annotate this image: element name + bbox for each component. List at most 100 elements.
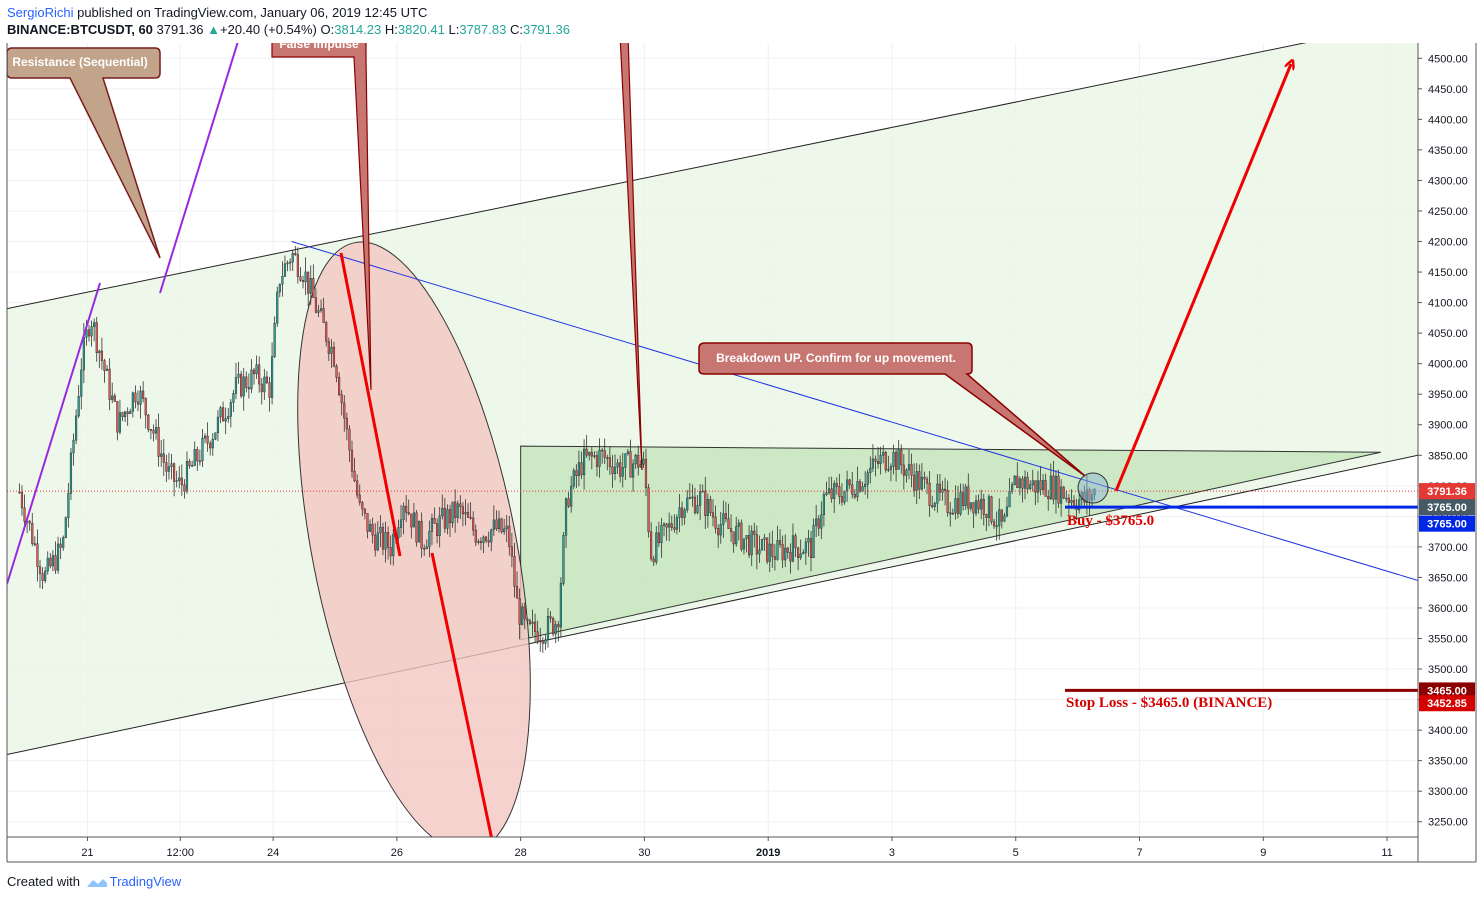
candle-body [954,498,957,514]
candle-body [920,476,923,490]
candle-body [998,509,1001,527]
candle-body [62,537,65,548]
candle-body [291,253,294,263]
candle-body [750,530,753,556]
candle-body [753,530,756,535]
price-tag-label: 3791.36 [1427,486,1467,498]
red-decline-line-1 [339,252,402,557]
candle-body [54,555,57,571]
candle-body [410,513,413,528]
tradingview-link[interactable]: TradingView [109,874,182,889]
candle-body [492,519,495,531]
candle-body [1036,480,1040,493]
price-tag-label: 3465.00 [1427,685,1467,697]
candle-body [508,525,511,548]
candle-body [686,497,689,511]
candle-body [987,496,991,518]
candle-body [425,546,428,549]
price-tag-box [1419,682,1475,699]
candle-body [892,452,895,467]
candle-body [255,364,258,375]
candle-body [479,541,483,543]
candle-body [590,451,593,457]
candle-body [296,254,299,277]
candle-body [778,540,782,545]
candle-body [603,450,606,458]
candle-body [608,457,611,467]
footer: Created with TradingView [7,874,181,889]
candle-body [327,341,330,354]
candle-body [353,470,356,482]
candle-body [345,417,348,430]
candle-body [451,501,454,524]
candle-body [118,412,122,433]
y-tick-label: 3950.00 [1428,389,1468,401]
candle-body [812,525,815,558]
x-tick-label: 9 [1260,847,1266,859]
candle-body [528,620,532,624]
last-price: 3791.36 [156,22,204,37]
candle-body [577,462,581,477]
candle-body [938,483,942,493]
candle-body [655,532,658,563]
candle-body [234,377,238,394]
candle-body [735,526,738,545]
candle-body [379,527,382,534]
y-tick-label: 3400.00 [1428,725,1468,737]
candle-body [791,535,795,562]
candle-body [477,541,480,543]
published-text: published on TradingView.com, January 06… [73,5,428,20]
candle-body [343,402,346,419]
candle-body [944,488,947,491]
candle-body [258,364,261,385]
candle-body [874,458,877,462]
candle-body [49,557,52,567]
candle-body [598,449,601,467]
candle-body [417,520,421,543]
candle-body [570,485,573,507]
candle-body [515,586,519,599]
author-link[interactable]: SergioRichi [7,5,74,20]
candle-body [397,527,400,539]
candle-body [23,507,26,522]
candle-body [28,520,31,524]
candle-body [889,466,893,470]
symbol-label: BINANCE:BTCUSDT, 60 [7,22,153,37]
candle-body [252,369,256,375]
candle-body [784,547,787,561]
candle-body [160,453,163,457]
candle-body [157,427,160,457]
candle-body [245,376,248,388]
candle-body [907,464,911,471]
candle-body [902,464,905,476]
candle-body [56,543,60,571]
candle-body [742,538,746,550]
candle-body [412,512,415,528]
x-tick-label: 7 [1136,847,1142,859]
candle-body [546,616,550,641]
y-tick-label: 4500.00 [1428,53,1468,65]
candle-body [420,520,423,549]
candle-body [136,401,140,405]
candle-body [657,532,660,544]
candle-body [717,528,720,536]
candle-body [103,360,106,371]
x-tick-label: 28 [515,847,527,859]
candle-body [1039,480,1042,490]
candle-body [982,498,985,515]
candle-body [198,460,201,463]
candle-body [126,411,129,415]
candle-body [206,435,209,444]
candle-body [154,427,158,434]
symbol-info: BINANCE:BTCUSDT, 60 3791.36 ▲+20.40 (+0.… [7,22,570,37]
candle-body [871,458,874,469]
candle-body [696,505,699,513]
candle-body [711,512,715,518]
candle-body [276,291,279,324]
candle-body [931,505,934,507]
candle-body [544,639,547,644]
candle-body [513,556,516,587]
candle-body [307,271,310,294]
y-tick-label: 4000.00 [1428,359,1468,371]
